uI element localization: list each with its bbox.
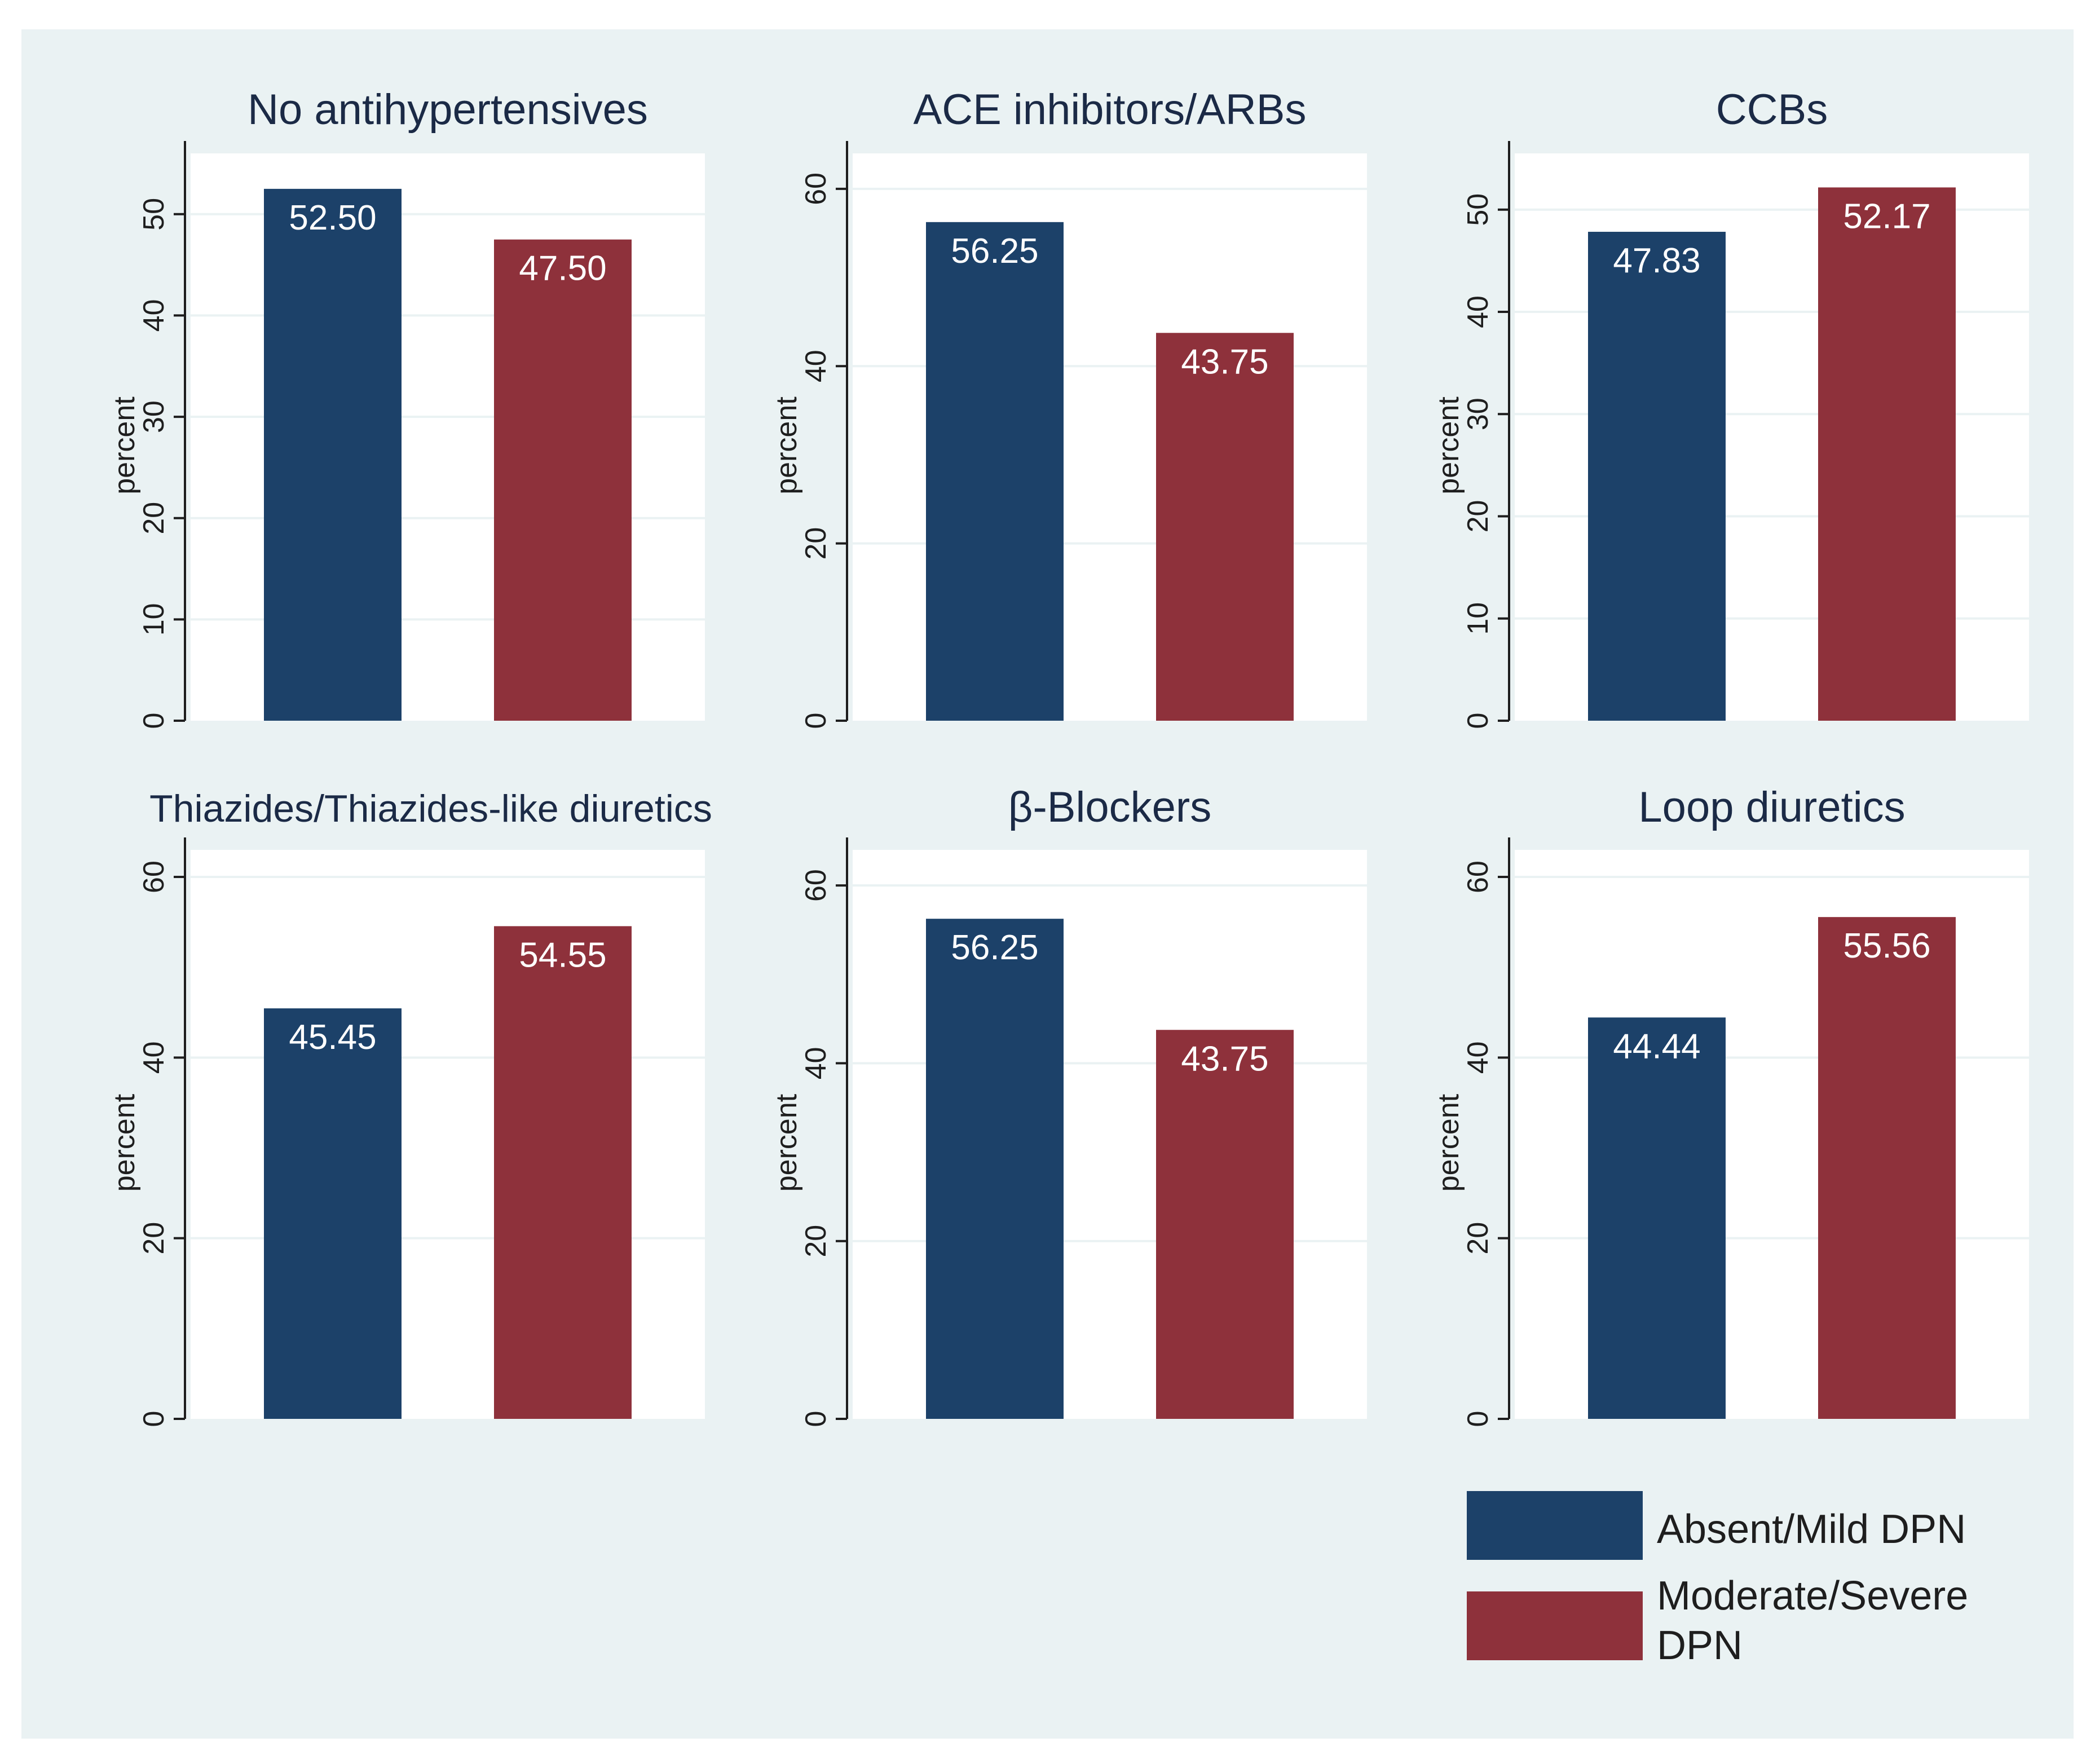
bar-value-label: 43.75: [1181, 1039, 1268, 1078]
y-tick-label: 20: [800, 527, 832, 560]
legend-label-absent-mild: Absent/Mild DPN: [1657, 1507, 1966, 1552]
chart-panel-4: 45.45 54.55 0 20 40 60 percent Thiazides/Thiazi…: [108, 787, 712, 1427]
y-tick-label: 20: [800, 1225, 832, 1258]
y-tick-label: 40: [1462, 1041, 1494, 1074]
legend-swatch-moderate-severe: [1467, 1591, 1643, 1660]
legend-swatch-absent-mild: [1467, 1491, 1643, 1560]
chart-panel-3: 47.83 52.17 0 10 20 30 40 50 percent CCBs: [1432, 86, 2029, 729]
chart-panel-1: 52.50 47.50 0 10 20 30 40 50 percent No antihyper…: [108, 86, 705, 729]
y-axis-label: percent: [108, 1093, 141, 1192]
chart-figure: 52.50 47.50 0 10 20 30 40 50 percent No antihyper…: [108, 86, 2029, 1668]
y-tick-label: 20: [138, 502, 170, 535]
bar-absent-mild: [926, 222, 1064, 721]
panel-title: CCBs: [1716, 86, 1828, 134]
bar-moderate-severe: [1156, 333, 1294, 721]
bar-absent-mild: [1588, 232, 1726, 721]
panel-title: Loop diuretics: [1638, 783, 1905, 831]
bar-value-label: 45.45: [289, 1018, 376, 1057]
y-tick-label: 40: [1462, 296, 1494, 328]
y-tick-label: 20: [138, 1222, 170, 1255]
panel-title: Thiazides/Thiazides-like diuretics: [149, 787, 712, 830]
y-tick-label: 0: [138, 713, 170, 729]
y-axis-label: percent: [770, 1093, 803, 1192]
bar-moderate-severe: [494, 926, 632, 1419]
y-tick-label: 0: [138, 1411, 170, 1427]
panel-title: β-Blockers: [1008, 783, 1211, 831]
chart-panel-5: 56.25 43.75 0 20 40 60 percent β-Blockers: [770, 783, 1367, 1427]
y-tick-label: 60: [138, 861, 170, 893]
panel-title: ACE inhibitors/ARBs: [914, 86, 1307, 134]
legend-label-moderate-severe: Moderate/Severe DPN: [1657, 1573, 1968, 1668]
bar-moderate-severe: [1818, 187, 1956, 721]
y-tick-label: 10: [138, 603, 170, 636]
y-tick-label: 60: [1462, 861, 1494, 893]
bar-value-label: 44.44: [1613, 1027, 1700, 1066]
bar-value-label: 56.25: [951, 928, 1038, 967]
y-tick-label: 20: [1462, 1222, 1494, 1255]
y-tick-label: 0: [800, 713, 832, 729]
y-tick-label: 40: [138, 1041, 170, 1074]
y-tick-label: 40: [800, 350, 832, 382]
bar-value-label: 55.56: [1843, 927, 1930, 965]
legend-label-line: Absent/Mild DPN: [1657, 1507, 1966, 1552]
panel-title: No antihypertensives: [248, 86, 648, 134]
y-axis-label: percent: [108, 396, 141, 495]
bar-value-label: 47.83: [1613, 241, 1700, 280]
legend: Absent/Mild DPN Moderate/Severe DPN: [1467, 1491, 1968, 1668]
bar-value-label: 52.50: [289, 199, 376, 237]
legend-label-line: DPN: [1657, 1623, 1743, 1668]
bar-value-label: 47.50: [519, 249, 606, 288]
y-tick-label: 0: [800, 1411, 832, 1427]
y-tick-label: 50: [1462, 193, 1494, 226]
legend-label-line: Moderate/Severe: [1657, 1573, 1968, 1619]
chart-panel-2: 56.25 43.75 0 20 40 60 percent ACE inhibitors/A…: [770, 86, 1367, 729]
figure: 52.50 47.50 0 10 20 30 40 50 percent No antihyper…: [21, 29, 2074, 1739]
bar-absent-mild: [264, 188, 402, 721]
y-tick-label: 60: [800, 869, 832, 902]
bar-absent-mild: [264, 1008, 402, 1419]
bar-value-label: 54.55: [519, 936, 606, 974]
bar-moderate-severe: [494, 239, 632, 721]
bar-moderate-severe: [1818, 917, 1956, 1419]
y-tick-label: 40: [138, 299, 170, 332]
bar-value-label: 56.25: [951, 232, 1038, 271]
y-tick-label: 40: [800, 1047, 832, 1079]
bar-value-label: 52.17: [1843, 197, 1930, 236]
bar-value-label: 43.75: [1181, 342, 1268, 381]
y-tick-label: 20: [1462, 500, 1494, 533]
y-tick-label: 60: [800, 173, 832, 205]
bar-absent-mild: [1588, 1017, 1726, 1419]
bar-absent-mild: [926, 919, 1064, 1419]
y-tick-label: 30: [1462, 398, 1494, 430]
y-axis-label: percent: [770, 396, 803, 495]
y-tick-label: 30: [138, 400, 170, 433]
y-tick-label: 0: [1462, 1411, 1494, 1427]
y-tick-label: 10: [1462, 602, 1494, 635]
chart-panel-6: 44.44 55.56 0 20 40 60 percent Loop diuretics: [1432, 783, 2029, 1427]
y-axis-label: percent: [1432, 1093, 1465, 1192]
y-tick-label: 0: [1462, 713, 1494, 729]
y-tick-label: 50: [138, 198, 170, 231]
y-axis-label: percent: [1432, 396, 1465, 495]
bar-moderate-severe: [1156, 1030, 1294, 1419]
